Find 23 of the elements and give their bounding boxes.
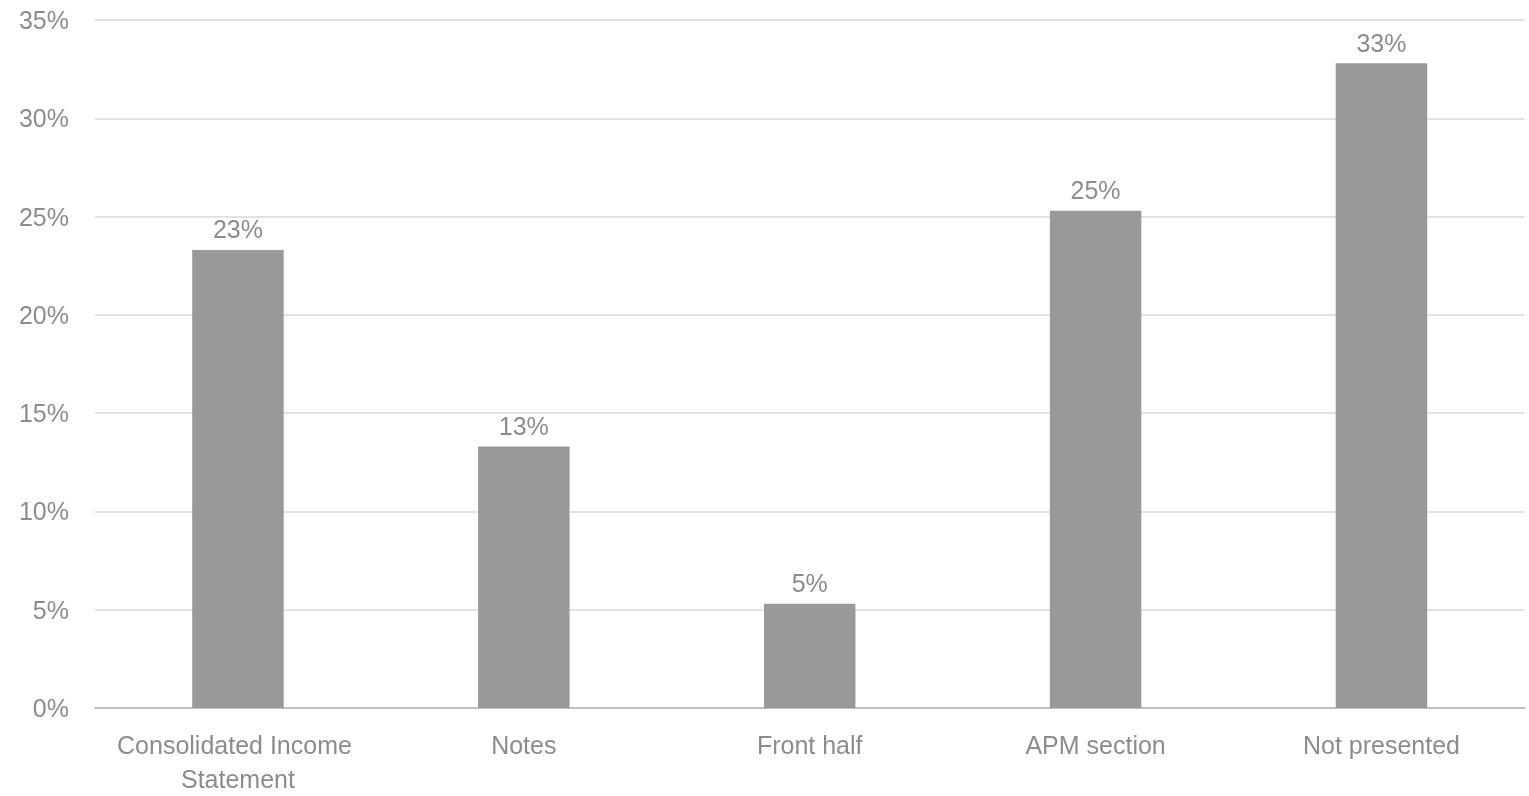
data-label: 25% xyxy=(1070,176,1121,205)
x-tick-label: Notes xyxy=(491,731,557,759)
y-tick-label: 30% xyxy=(18,104,69,133)
y-tick-label: 35% xyxy=(18,6,69,34)
bar xyxy=(192,249,284,708)
bar xyxy=(478,446,570,708)
x-tick-label: Not presented xyxy=(1302,731,1460,759)
y-tick-label: 0% xyxy=(32,694,69,722)
bar xyxy=(1335,63,1428,708)
y-tick-label: 20% xyxy=(18,300,69,329)
bar xyxy=(763,603,856,708)
y-tick-label: 15% xyxy=(18,399,69,428)
data-label: 33% xyxy=(1356,28,1407,57)
y-tick-label: 25% xyxy=(18,202,69,231)
y-tick-label: 5% xyxy=(32,595,69,624)
data-label: 5% xyxy=(791,569,828,598)
data-label: 13% xyxy=(498,412,549,441)
y-tick-label: 10% xyxy=(18,497,69,526)
bar xyxy=(1049,210,1142,708)
x-tick-label: Front half xyxy=(756,731,863,759)
x-tick-label: Consolidated Income Statement xyxy=(117,731,359,793)
data-label: 23% xyxy=(212,215,263,244)
x-tick-label: APM section xyxy=(1025,731,1166,759)
